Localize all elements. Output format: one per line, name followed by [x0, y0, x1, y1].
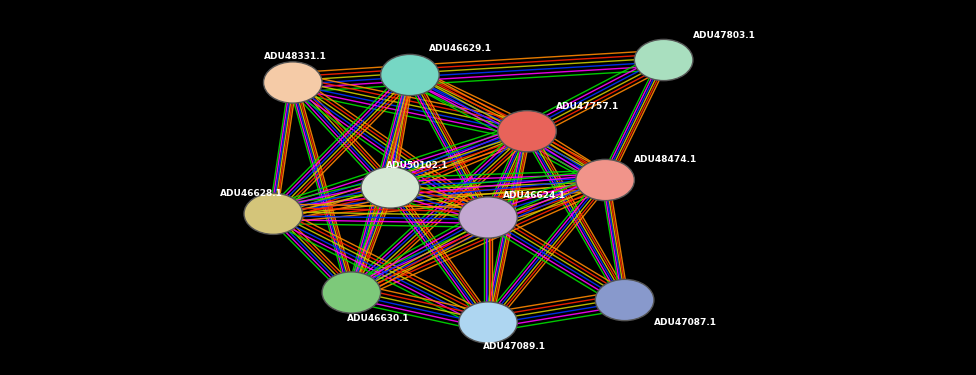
Ellipse shape [459, 302, 517, 343]
Text: ADU47089.1: ADU47089.1 [483, 342, 547, 351]
Text: ADU46630.1: ADU46630.1 [346, 314, 409, 323]
Ellipse shape [322, 272, 381, 313]
Ellipse shape [498, 111, 556, 152]
Text: ADU46629.1: ADU46629.1 [429, 44, 493, 53]
Text: ADU47757.1: ADU47757.1 [556, 102, 620, 111]
Text: ADU46628.1: ADU46628.1 [220, 189, 282, 198]
Ellipse shape [361, 167, 420, 208]
Ellipse shape [459, 197, 517, 238]
Ellipse shape [381, 54, 439, 96]
Text: ADU47087.1: ADU47087.1 [654, 318, 717, 327]
Ellipse shape [634, 39, 693, 81]
Ellipse shape [576, 159, 634, 201]
Text: ADU47803.1: ADU47803.1 [693, 31, 755, 40]
Ellipse shape [595, 279, 654, 321]
Ellipse shape [244, 193, 303, 234]
Text: ADU46624.1: ADU46624.1 [503, 191, 566, 200]
Text: ADU48331.1: ADU48331.1 [264, 52, 326, 61]
Text: ADU48474.1: ADU48474.1 [634, 155, 698, 164]
Text: ADU50102.1: ADU50102.1 [386, 161, 448, 170]
Ellipse shape [264, 62, 322, 103]
